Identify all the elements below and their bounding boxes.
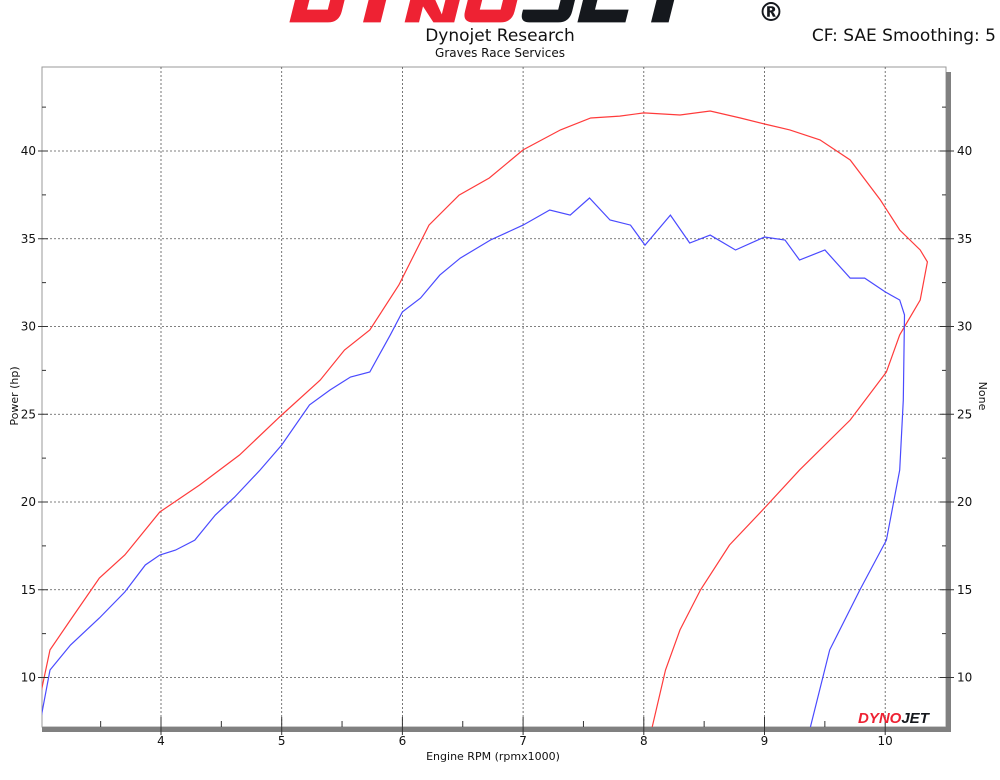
- y2-tick-label: 30: [957, 320, 972, 334]
- series-line-1: [42, 110, 929, 727]
- y2-axis-label: None: [976, 382, 989, 411]
- x-tick-label: 9: [761, 734, 769, 748]
- y-tick-label: 30: [21, 320, 36, 334]
- plot-background: [41, 66, 947, 728]
- series-layer: [42, 110, 929, 727]
- grid: [41, 66, 947, 728]
- logo-letter-o: [464, 0, 518, 23]
- x-tick-label: 10: [878, 734, 893, 748]
- x-tick-label: 6: [399, 734, 407, 748]
- correction-settings: CF: SAE Smoothing: 5: [811, 26, 996, 46]
- y-tick-label: 20: [21, 495, 36, 509]
- y2-tick-label: 40: [957, 144, 972, 158]
- x-tick-label: 4: [157, 734, 165, 748]
- registered-mark: ®: [758, 0, 784, 28]
- y2-tick-label: 15: [957, 583, 972, 597]
- frame-right-edge: [946, 72, 951, 732]
- dynojet-logo-graphic: [289, 0, 675, 23]
- chart-title: Dynojet Research: [425, 26, 575, 46]
- x-tick-label: 8: [640, 734, 648, 748]
- logo-letter-y: [363, 0, 387, 23]
- logo-letter-e: [577, 0, 629, 23]
- y2-tick-label: 35: [957, 232, 972, 246]
- y2-tick-label: 10: [957, 671, 972, 685]
- x-tick-label: 5: [278, 734, 286, 748]
- logo-letter-t: [651, 0, 675, 23]
- logo-letter-d: [289, 0, 345, 23]
- y-tick-label: 35: [21, 232, 36, 246]
- frame-bottom-edge: [42, 727, 951, 732]
- dynojet-logo: [236, 0, 766, 24]
- tick-layer: 4 5 6 7 8 9 10 10 10 15 15 20 20 25 25 30 30 35 35 40 40: [21, 106, 972, 748]
- x-tick-label: 7: [519, 734, 527, 748]
- x-axis-label: Engine RPM (rpmx1000): [426, 750, 560, 763]
- y-tick-label: 40: [21, 144, 36, 158]
- y-axis-label: Power (hp): [8, 366, 21, 425]
- y-tick-label: 15: [21, 583, 36, 597]
- y-tick-label: 10: [21, 671, 36, 685]
- logo-letter-j: [521, 0, 576, 23]
- watermark-logo: DYNOJET: [858, 710, 931, 727]
- y2-tick-label: 20: [957, 495, 972, 509]
- svg-text:DYNOJET: DYNOJET: [858, 710, 931, 727]
- logo-letter-n: [404, 0, 461, 23]
- y2-tick-label: 25: [957, 407, 972, 421]
- chart-subtitle: Graves Race Services: [435, 46, 565, 60]
- y-tick-label: 25: [21, 407, 36, 421]
- plot-frame: [42, 72, 951, 732]
- series-line-2: [42, 197, 906, 727]
